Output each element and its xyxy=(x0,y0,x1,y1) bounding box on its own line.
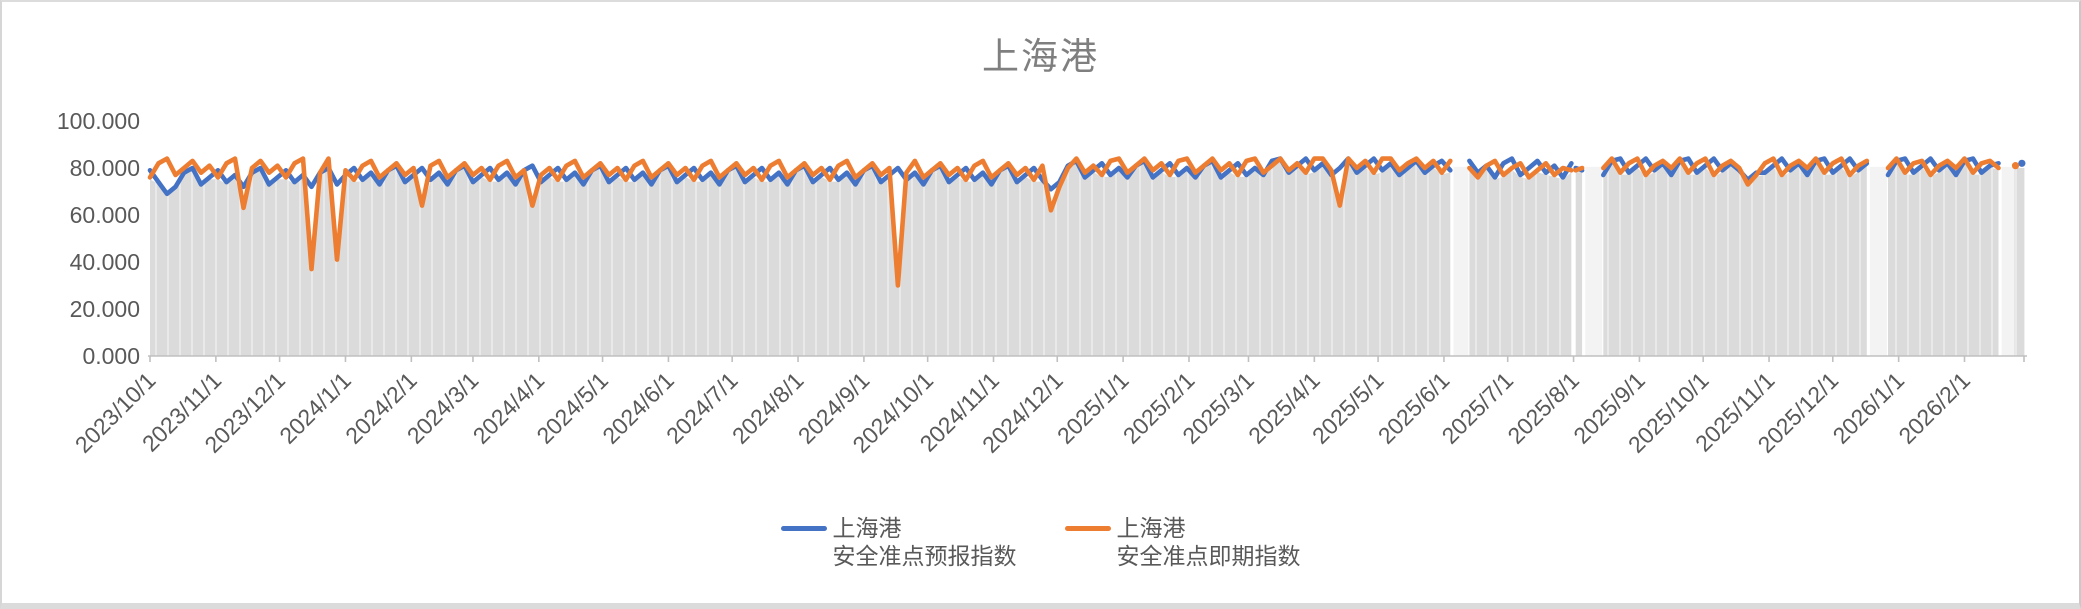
y-axis-tick-label: 80.000 xyxy=(70,155,140,181)
x-axis-tick-label: 2024/8/1 xyxy=(727,367,809,449)
forecast-line xyxy=(1885,156,2001,178)
x-axis-tick-label: 2025/8/1 xyxy=(1502,367,1584,449)
spot-line xyxy=(1601,156,1870,187)
legend-label-line2: 安全准点预报指数 xyxy=(832,543,1017,569)
y-axis-tick-label: 40.000 xyxy=(70,249,140,275)
legend-line-key-blue-icon xyxy=(780,526,827,531)
legend: 上海港 安全准点预报指数 上海港 安全准点即期指数 xyxy=(2,514,2079,570)
x-axis-tick-label: 2024/1/1 xyxy=(274,367,356,449)
forecast-line-point xyxy=(2018,159,2026,167)
area-stripes xyxy=(155,160,2017,356)
legend-label-line1: 上海港 xyxy=(1116,515,1186,541)
spot-line xyxy=(1573,165,1585,173)
legend-label-line2: 安全准点即期指数 xyxy=(1116,543,1301,569)
legend-label-forecast: 上海港 安全准点预报指数 xyxy=(833,514,1017,570)
y-axis-tick-label: 0.000 xyxy=(82,343,140,369)
gap-column xyxy=(1585,166,1603,356)
legend-label-spot: 上海港 安全准点即期指数 xyxy=(1117,514,1301,570)
gray-area-fill xyxy=(150,160,1451,356)
gap-column xyxy=(2001,166,2015,356)
gray-area-column xyxy=(2012,168,2025,356)
legend-item-spot-index: 上海港 安全准点即期指数 xyxy=(1064,514,1301,570)
legend-item-forecast-index: 上海港 安全准点预报指数 xyxy=(780,514,1017,570)
x-axis-tick-label: 2025/5/1 xyxy=(1307,367,1389,449)
x-axis-tick-label: 2025/7/1 xyxy=(1437,367,1519,449)
gap-column xyxy=(1453,166,1469,356)
gap-column xyxy=(1869,166,1887,356)
x-axis-tick-label: 2026/2/1 xyxy=(1893,367,1975,449)
gray-area-fill xyxy=(1469,167,1572,356)
spot-line xyxy=(1885,156,2001,178)
legend-label-line1: 上海港 xyxy=(832,515,902,541)
spot-line-point xyxy=(2011,162,2020,170)
y-axis-tick-label: 60.000 xyxy=(70,202,140,228)
y-axis-tick-label: 20.000 xyxy=(70,296,140,322)
spot-line xyxy=(147,156,1453,288)
spot-line xyxy=(1467,158,1574,180)
chart-title: 上海港 xyxy=(982,36,1099,77)
legend-line-key-orange-icon xyxy=(1064,526,1111,531)
gray-area-fill xyxy=(1603,162,1867,356)
x-axis-tick-label: 2025/1/1 xyxy=(1052,367,1134,449)
x-axis-tick-label: 2024/7/1 xyxy=(661,367,743,449)
y-axis-tick-label: 100.000 xyxy=(57,108,140,134)
x-axis-tick-label: 2026/1/1 xyxy=(1827,367,1909,449)
gray-area-fill xyxy=(1575,172,1583,356)
x-axis-tick-label: 2024/5/1 xyxy=(531,367,613,449)
